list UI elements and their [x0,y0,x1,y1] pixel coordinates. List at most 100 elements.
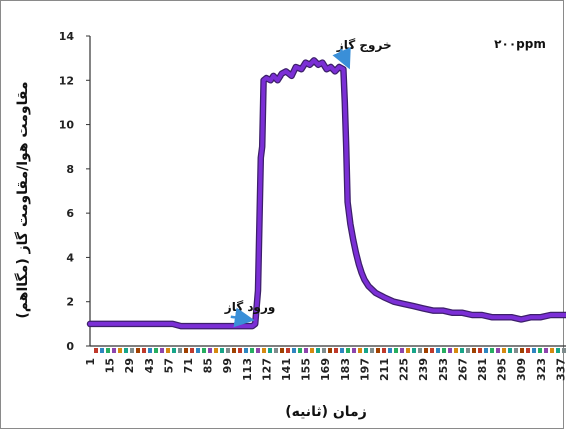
x-tick-label: 337 [554,358,566,381]
x-marker [304,348,308,353]
x-marker [118,348,122,353]
y-tick-label: 8 [66,163,74,176]
x-marker [268,348,272,353]
x-marker [412,348,416,353]
x-marker [250,348,254,353]
x-tick-label: 323 [535,358,548,381]
x-marker [238,348,242,353]
x-marker [478,348,482,353]
x-marker [244,348,248,353]
x-marker [502,348,506,353]
x-marker [202,348,206,353]
x-marker [508,348,512,353]
x-marker [562,348,566,353]
x-axis-label: زمان (ثانیه) [285,404,367,420]
x-marker [196,348,200,353]
x-marker [346,348,350,353]
x-marker [358,348,362,353]
x-tick-label: 155 [300,358,313,381]
series-line [88,58,566,329]
x-tick-label: 127 [260,358,273,381]
x-marker [184,348,188,353]
x-tick-label: 43 [143,358,156,373]
x-marker [142,348,146,353]
x-marker [550,348,554,353]
x-marker [376,348,380,353]
x-marker [178,348,182,353]
gas-in-arrow [230,307,255,328]
x-marker [394,348,398,353]
x-marker [448,348,452,353]
x-tick-label: 295 [496,358,509,381]
x-marker [334,348,338,353]
y-tick-label: 4 [66,251,74,264]
x-marker [388,348,392,353]
x-marker [364,348,368,353]
series-lines [86,57,566,330]
x-marker [262,348,266,353]
x-tick-label: 267 [456,358,469,381]
x-axis-colored-markers [94,348,566,353]
x-marker [436,348,440,353]
x-marker [190,348,194,353]
x-marker [160,348,164,353]
x-marker [430,348,434,353]
annotations: ورود گاز خروج گاز [224,38,392,328]
x-tick-label: 225 [398,358,411,381]
x-tick-label: 71 [182,358,195,373]
x-tick-label: 239 [417,358,430,381]
x-marker [466,348,470,353]
concentration-label: ۲۰۰ppm [494,37,546,51]
x-marker [172,348,176,353]
x-marker [556,348,560,353]
x-marker [538,348,542,353]
x-marker [454,348,458,353]
x-tick-label: 29 [123,358,136,373]
x-marker [232,348,236,353]
x-marker [340,348,344,353]
x-tick-label: 141 [280,358,293,381]
x-marker [322,348,326,353]
x-marker [442,348,446,353]
x-marker [148,348,152,353]
x-tick-label: 57 [162,358,175,373]
x-tick-label: 85 [202,358,215,373]
x-tick-labels: 1 15 29 43 57 71 85 99 113 127 141 155 169 183 197 211 2… [84,358,566,381]
x-marker [352,348,356,353]
x-marker [94,348,98,353]
x-marker [526,348,530,353]
series-line-shadow [86,57,566,330]
y-axis-label: مقاومت هوا/مقاومت گاز (مگااهم) [14,81,31,318]
x-marker [400,348,404,353]
x-marker [124,348,128,353]
x-tick-label: 281 [476,358,489,381]
gas-out-label: خروج گاز [336,38,392,53]
x-tick-label: 197 [358,358,371,381]
x-marker [382,348,386,353]
y-tick-label: 6 [66,207,74,220]
x-marker [406,348,410,353]
x-marker [460,348,464,353]
x-marker [226,348,230,353]
gas-in-label: ورود گاز [224,300,276,315]
x-marker [280,348,284,353]
x-marker [292,348,296,353]
x-tick-label: 169 [319,358,332,381]
x-marker [544,348,548,353]
x-tick-label: 99 [221,358,234,373]
y-tick-label: 10 [59,119,75,132]
x-marker [310,348,314,353]
x-marker [472,348,476,353]
x-marker [136,348,140,353]
x-tick-label: 309 [515,358,528,381]
x-marker [214,348,218,353]
x-marker [490,348,494,353]
x-marker [256,348,260,353]
x-marker [286,348,290,353]
x-marker [208,348,212,353]
x-marker [112,348,116,353]
y-tick-label: 14 [59,30,75,43]
x-marker [166,348,170,353]
